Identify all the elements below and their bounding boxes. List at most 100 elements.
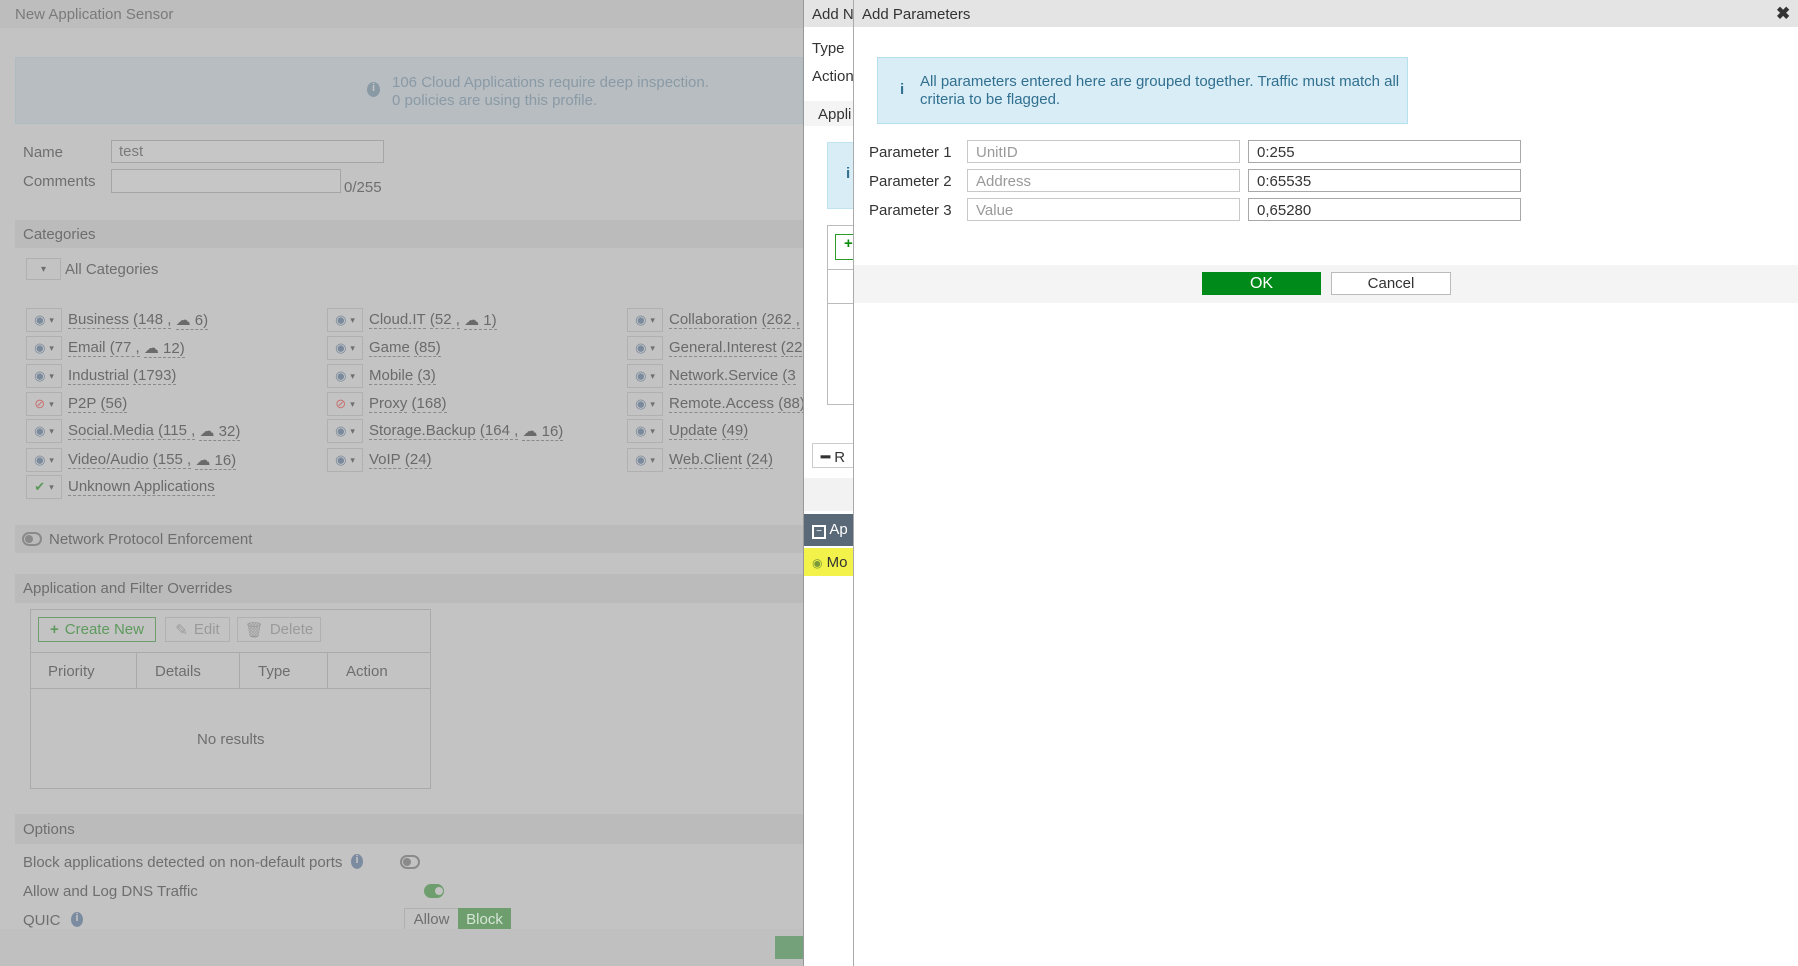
category-action-dropdown[interactable]: ◉ ▾: [327, 336, 363, 360]
eye-icon: ◉: [635, 340, 647, 355]
collapse-icon[interactable]: −: [812, 525, 826, 539]
check-icon: ✔: [34, 479, 46, 494]
category-action-dropdown[interactable]: ◉ ▾: [627, 448, 663, 472]
eye-icon: ◉: [335, 368, 347, 383]
category-action-dropdown[interactable]: ◉ ▾: [327, 364, 363, 388]
footer-ok-button[interactable]: [775, 936, 803, 959]
category-item: ◉ ▾ VoIP (24): [327, 448, 432, 472]
category-action-dropdown[interactable]: ◉ ▾: [327, 448, 363, 472]
info-icon: i: [846, 165, 851, 182]
category-link[interactable]: Proxy: [369, 395, 408, 413]
eye-icon: ◉: [34, 312, 46, 327]
category-action-dropdown[interactable]: ⊘ ▾: [26, 392, 62, 416]
category-action-dropdown[interactable]: ◉ ▾: [26, 419, 62, 443]
category-link[interactable]: Remote.Access: [669, 395, 775, 413]
parameter-name-input[interactable]: UnitID: [967, 140, 1240, 163]
all-categories-dropdown[interactable]: ▾: [26, 258, 61, 280]
column-action[interactable]: Action: [346, 663, 388, 680]
parameter-value-input[interactable]: 0,65280: [1248, 198, 1521, 221]
create-new-button[interactable]: + Create New: [38, 617, 156, 642]
cloud-icon: ☁: [175, 311, 191, 329]
eye-icon: ◉: [34, 452, 46, 467]
category-action-dropdown[interactable]: ◉ ▾: [26, 448, 62, 472]
category-action-dropdown[interactable]: ◉ ▾: [627, 419, 663, 443]
column-type[interactable]: Type: [240, 653, 328, 688]
category-action-dropdown[interactable]: ◉ ▾: [26, 308, 62, 332]
eye-icon: ◉: [635, 312, 647, 327]
eye-icon: ◉: [34, 340, 46, 355]
category-action-dropdown[interactable]: ⊘ ▾: [327, 392, 363, 416]
trash-icon: 🗑: [244, 621, 264, 639]
cancel-button[interactable]: Cancel: [1331, 272, 1451, 295]
eye-icon: ◉: [635, 452, 647, 467]
category-link[interactable]: Business: [68, 311, 129, 329]
cloud-icon: ☁: [522, 422, 538, 440]
network-protocol-toggle[interactable]: [22, 532, 42, 546]
category-action-dropdown[interactable]: ✔ ▾: [26, 475, 62, 499]
quic-block-button[interactable]: Block: [458, 908, 511, 930]
category-action-dropdown[interactable]: ◉ ▾: [327, 419, 363, 443]
eye-icon: ◉: [335, 423, 347, 438]
category-item: ◉ ▾ Cloud.IT (52 , ☁ 1): [327, 308, 497, 332]
category-link[interactable]: Social.Media: [68, 422, 154, 440]
allow-dns-toggle[interactable]: [424, 884, 445, 898]
category-link[interactable]: Update: [669, 422, 718, 440]
eye-icon: ◉: [335, 312, 347, 327]
category-link[interactable]: Mobile: [369, 367, 414, 385]
category-link[interactable]: P2P: [68, 395, 97, 413]
category-item: ◉ ▾ Video/Audio (155 , ☁ 16): [26, 448, 237, 472]
category-item: ◉ ▾ Business (148 , ☁ 6): [26, 308, 209, 332]
dialog-title: Add Parameters: [862, 6, 971, 23]
category-link[interactable]: Collaboration: [669, 311, 758, 329]
parameter-value-input[interactable]: 0:255: [1248, 140, 1521, 163]
parameter-name-input[interactable]: Value: [967, 198, 1240, 221]
category-action-dropdown[interactable]: ◉ ▾: [26, 364, 62, 388]
highlighted-row[interactable]: ◉ Mo: [804, 548, 853, 576]
category-item: ◉ ▾ Network.Service (3: [627, 364, 796, 388]
middle-panel: Add N Type Action Appli i + ━ R − Ap ◉ M…: [803, 0, 853, 966]
remove-button[interactable]: ━ R: [812, 443, 853, 468]
category-link[interactable]: Unknown Applications: [68, 478, 215, 496]
category-item: ◉ ▾ Mobile (3): [327, 364, 436, 388]
category-link[interactable]: Game: [369, 339, 410, 357]
block-icon: ⊘: [335, 396, 347, 411]
dialog-info-box: i All parameters entered here are groupe…: [877, 57, 1408, 124]
category-action-dropdown[interactable]: ◉ ▾: [327, 308, 363, 332]
category-link[interactable]: General.Interest: [669, 339, 777, 357]
category-action-dropdown[interactable]: ◉ ▾: [627, 308, 663, 332]
add-button[interactable]: +: [835, 234, 853, 260]
delete-button[interactable]: 🗑 Delete: [237, 617, 321, 642]
ok-button[interactable]: OK: [1202, 272, 1321, 295]
block-nondefault-toggle[interactable]: [400, 855, 421, 869]
edit-button[interactable]: ✎ Edit: [165, 617, 230, 642]
category-action-dropdown[interactable]: ◉ ▾: [627, 392, 663, 416]
parameter-label: Parameter 2: [869, 173, 952, 190]
category-link[interactable]: Storage.Backup: [369, 422, 476, 440]
category-action-dropdown[interactable]: ◉ ▾: [627, 336, 663, 360]
comments-textarea[interactable]: [111, 169, 341, 193]
eye-icon: ◉: [635, 396, 647, 411]
name-input[interactable]: test: [111, 140, 384, 163]
category-link[interactable]: Industrial: [68, 367, 129, 385]
category-link[interactable]: Video/Audio: [68, 451, 149, 469]
eye-icon: ◉: [335, 452, 347, 467]
monitor-icon: ◉: [812, 556, 823, 570]
close-icon[interactable]: ✖: [1776, 4, 1791, 23]
category-link[interactable]: VoIP: [369, 451, 401, 469]
overrides-table: [30, 609, 431, 789]
category-link[interactable]: Network.Service: [669, 367, 779, 385]
quic-allow-button[interactable]: Allow: [404, 908, 458, 930]
category-link[interactable]: Web.Client: [669, 451, 743, 469]
category-link[interactable]: Email: [68, 339, 106, 357]
parameter-name-input[interactable]: Address: [967, 169, 1240, 192]
category-action-dropdown[interactable]: ◉ ▾: [627, 364, 663, 388]
categories-header: Categories: [23, 226, 96, 243]
column-priority[interactable]: Priority: [30, 653, 137, 688]
no-results: No results: [197, 731, 265, 748]
category-link[interactable]: Cloud.IT: [369, 311, 426, 329]
column-details[interactable]: Details: [137, 653, 240, 688]
category-item: ◉ ▾ Email (77 , ☁ 12): [26, 336, 185, 360]
parameter-value-input[interactable]: 0:65535: [1248, 169, 1521, 192]
category-action-dropdown[interactable]: ◉ ▾: [26, 336, 62, 360]
category-item: ◉ ▾ Update (49): [627, 419, 749, 443]
